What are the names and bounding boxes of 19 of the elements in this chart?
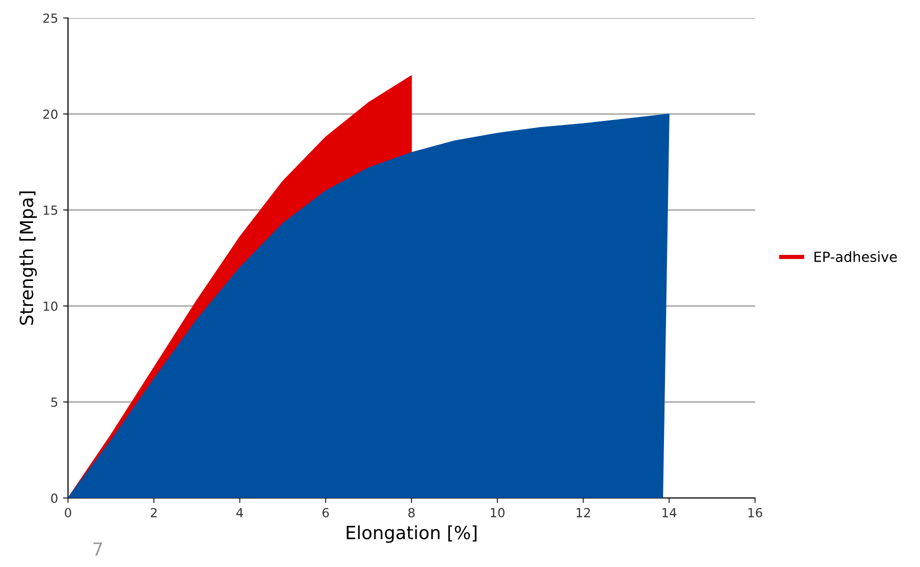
x-tick-label: 16 xyxy=(748,508,762,518)
y-tick-label: 10 xyxy=(44,301,58,311)
x-tick-label: 12 xyxy=(576,508,590,518)
y-axis-title: Strength [Mpa] xyxy=(19,192,37,325)
x-tick-label: 4 xyxy=(236,508,244,518)
x-tick-label: 6 xyxy=(322,508,329,518)
y-tick-label: 5 xyxy=(51,398,58,407)
y-tick-label: 25 xyxy=(43,13,58,23)
y-tick-label: 15 xyxy=(44,206,58,215)
x-axis-title: Elongation [%] xyxy=(346,525,476,543)
y-tick-label: 20 xyxy=(43,109,58,119)
x-tick-label: 10 xyxy=(490,508,504,518)
text: 7 xyxy=(93,542,102,556)
x-tick-label: 14 xyxy=(662,508,676,518)
x-tick-label: 2 xyxy=(150,508,157,518)
x-tick-label: 0 xyxy=(64,508,72,518)
legend-label: EP-adhesive xyxy=(814,251,897,262)
y-tick-label: 0 xyxy=(51,493,58,503)
x-tick-label: 8 xyxy=(408,508,415,518)
